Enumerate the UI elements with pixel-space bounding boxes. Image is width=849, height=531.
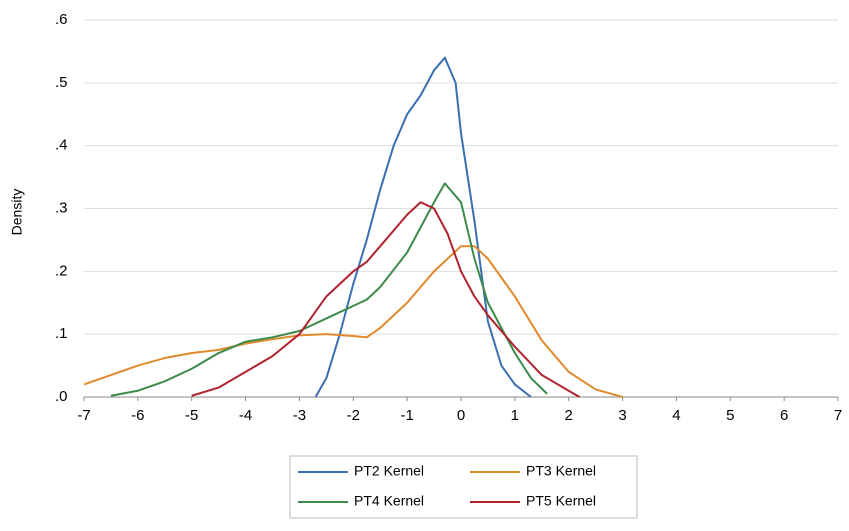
x-tick-label: 7 <box>834 407 842 424</box>
legend-label: PT3 Kernel <box>526 463 596 479</box>
x-tick-label: 6 <box>780 407 788 424</box>
x-tick-label: 5 <box>726 407 734 424</box>
legend-box <box>289 455 638 519</box>
x-tick-label: -7 <box>77 407 90 424</box>
x-tick-label: -3 <box>293 407 306 424</box>
legend-label: PT5 Kernel <box>526 493 596 509</box>
series-line <box>314 56 532 398</box>
x-tick-label: -5 <box>185 407 198 424</box>
x-tick-label: -4 <box>239 407 252 424</box>
series-line <box>191 201 580 398</box>
legend-label: PT2 Kernel <box>354 463 424 479</box>
legend-label: PT4 Kernel <box>354 493 424 509</box>
y-tick-label: .6 <box>55 11 68 28</box>
x-tick-label: -6 <box>131 407 144 424</box>
series-line <box>110 182 548 397</box>
series-line <box>83 245 623 398</box>
y-axis-label: Density <box>9 189 25 236</box>
y-tick-label: .0 <box>55 388 68 405</box>
x-tick-label: -2 <box>347 407 360 424</box>
y-tick-label: .5 <box>55 74 68 91</box>
x-tick-label: 0 <box>457 407 465 424</box>
x-tick-label: 2 <box>565 407 573 424</box>
y-tick-label: .2 <box>55 262 68 279</box>
x-tick-label: 4 <box>672 407 680 424</box>
x-tick-label: 3 <box>618 407 626 424</box>
y-tick-label: .1 <box>55 325 68 342</box>
x-tick-label: 1 <box>511 407 519 424</box>
y-tick-label: .3 <box>55 199 68 216</box>
y-tick-label: .4 <box>55 137 68 154</box>
x-tick-label: -1 <box>400 407 413 424</box>
